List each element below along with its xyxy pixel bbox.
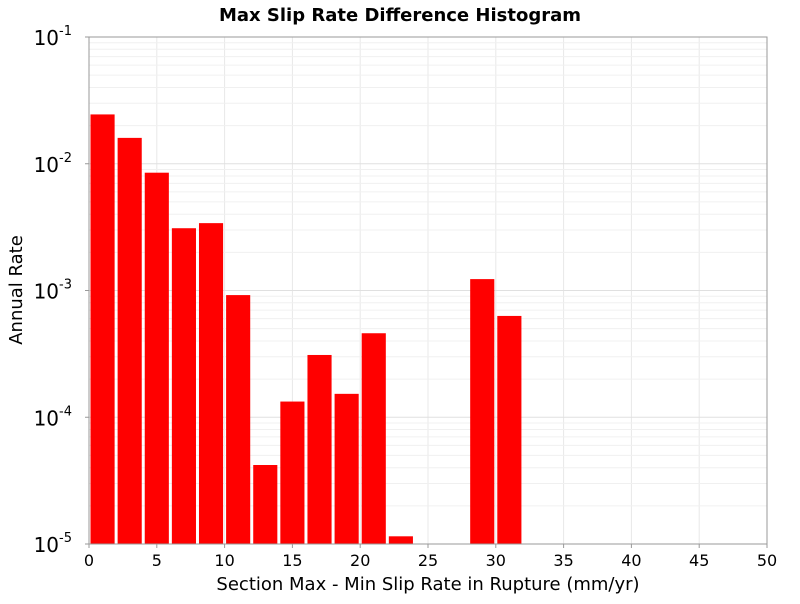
y-tick-label: 10-4	[34, 404, 72, 430]
chart-title: Max Slip Rate Difference Histogram	[219, 5, 581, 26]
y-axis-ticks: 10-5 10-4 10-3 10-2 10-1	[34, 24, 89, 557]
bar	[497, 315, 522, 544]
x-tick-label: 35	[553, 551, 573, 570]
bar	[144, 172, 169, 544]
bar	[470, 279, 495, 544]
bar	[361, 333, 386, 544]
bar	[226, 295, 251, 544]
bar	[90, 114, 115, 544]
x-tick-label: 50	[757, 551, 777, 570]
bar	[253, 465, 278, 544]
bar	[280, 401, 305, 544]
x-tick-label: 30	[486, 551, 506, 570]
x-axis-label: Section Max - Min Slip Rate in Rupture (…	[216, 574, 639, 595]
y-axis-label: Annual Rate	[6, 235, 27, 345]
x-tick-label: 15	[282, 551, 302, 570]
x-tick-label: 10	[214, 551, 234, 570]
x-tick-label: 0	[84, 551, 94, 570]
bar	[307, 354, 332, 544]
x-tick-label: 45	[689, 551, 709, 570]
y-tick-label: 10-5	[34, 531, 72, 557]
x-tick-label: 5	[152, 551, 162, 570]
x-tick-label: 25	[418, 551, 438, 570]
y-tick-label: 10-2	[34, 151, 72, 177]
bar	[171, 228, 196, 544]
x-tick-label: 20	[350, 551, 370, 570]
bars-layer	[90, 114, 522, 544]
bar	[117, 137, 142, 544]
bar	[388, 536, 413, 544]
x-tick-label: 40	[621, 551, 641, 570]
y-tick-label: 10-3	[34, 278, 72, 304]
x-axis-ticks: 0 5 10 15 20 25 30 35 40 45 50	[84, 544, 777, 570]
y-tick-label: 10-1	[34, 24, 72, 50]
bar	[198, 223, 224, 544]
bar	[334, 393, 359, 544]
